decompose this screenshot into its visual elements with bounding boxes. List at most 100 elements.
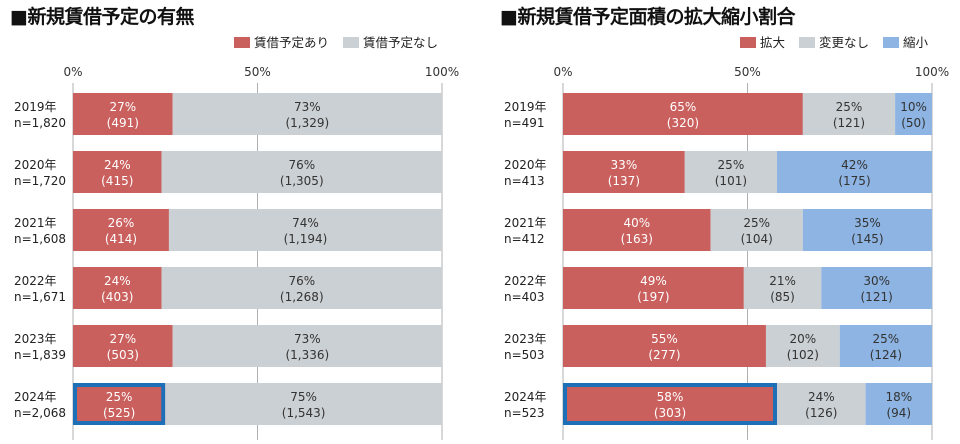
bar-count-label: (1,305) [280, 174, 324, 188]
row-n-label: n=491 [504, 116, 545, 130]
bar-segment [73, 93, 173, 135]
bar-count-label: (102) [787, 348, 819, 362]
bar-pct-label: 25% [743, 216, 770, 230]
row-n-label: n=1,820 [14, 116, 66, 130]
bar-segment [865, 383, 932, 425]
bar-pct-label: 24% [808, 390, 835, 404]
bar-segment [172, 325, 442, 367]
bar-segment [165, 383, 442, 425]
row-year-label: 2021年 [504, 216, 547, 230]
bar-count-label: (145) [851, 232, 883, 246]
bar-pct-label: 21% [769, 274, 796, 288]
bar-segment [73, 267, 162, 309]
stacked-bar-chart-right: 拡大 変更なし 縮小 0% 50% 100% 2019年 n=491 65% (320) 25% (1… [504, 35, 949, 440]
bar-segment [563, 209, 711, 251]
bar-count-label: (277) [648, 348, 680, 362]
bar-pct-label: 76% [288, 158, 315, 172]
bar-count-label: (94) [886, 406, 911, 420]
bar-pct-label: 24% [104, 158, 131, 172]
bar-segment [743, 267, 822, 309]
bar-count-label: (197) [637, 290, 669, 304]
chart-title: ■新規賃借予定の有無 [10, 6, 194, 28]
bar-pct-label: 35% [854, 216, 881, 230]
row-year-label: 2019年 [504, 100, 547, 114]
bar-segment [161, 267, 442, 309]
bar-count-label: (121) [833, 116, 865, 130]
row-year-label: 2023年 [504, 332, 547, 346]
x-tick-label: 100% [915, 65, 949, 79]
row-n-label: n=1,671 [14, 290, 66, 304]
bar-count-label: (137) [608, 174, 640, 188]
legend-label: 縮小 [903, 35, 929, 50]
row-n-label: n=503 [504, 348, 545, 362]
bar-count-label: (303) [654, 406, 686, 420]
bar-count-label: (85) [770, 290, 795, 304]
row-n-label: n=413 [504, 174, 545, 188]
x-tick-label: 0% [63, 65, 82, 79]
bar-pct-label: 58% [657, 390, 684, 404]
bar-pct-label: 73% [294, 100, 321, 114]
bar-segment [802, 93, 896, 135]
bar-pct-label: 40% [623, 216, 650, 230]
bar-count-label: (414) [105, 232, 137, 246]
row-year-label: 2019年 [14, 100, 57, 114]
left-chart-panel: ■新規賃借予定の有無 賃借予定あり 賃借予定なし 0% 50% 100% 2019年 n=1… [0, 0, 470, 444]
row-n-label: n=1,608 [14, 232, 66, 246]
bar-segment [684, 151, 778, 193]
row-n-label: n=1,720 [14, 174, 66, 188]
bar-segment [777, 383, 866, 425]
bar-segment [777, 151, 932, 193]
bar-count-label: (1,329) [285, 116, 329, 130]
bar-count-label: (1,336) [285, 348, 329, 362]
bar-pct-label: 73% [294, 332, 321, 346]
bar-pct-label: 27% [109, 332, 136, 346]
bar-pct-label: 25% [873, 332, 900, 346]
bar-pct-label: 75% [290, 390, 317, 404]
bar-pct-label: 42% [841, 158, 868, 172]
bar-pct-label: 74% [292, 216, 319, 230]
bar-segment [563, 93, 803, 135]
bar-count-label: (101) [715, 174, 747, 188]
row-year-label: 2024年 [504, 390, 547, 404]
bar-segment [73, 209, 169, 251]
bar-count-label: (50) [901, 116, 926, 130]
bar-pct-label: 25% [106, 390, 133, 404]
x-tick-label: 100% [425, 65, 459, 79]
bar-pct-label: 65% [670, 100, 697, 114]
bar-pct-label: 24% [104, 274, 131, 288]
x-tick-label: 0% [553, 65, 572, 79]
bar-segment [73, 325, 173, 367]
row-year-label: 2020年 [504, 158, 547, 172]
row-n-label: n=403 [504, 290, 545, 304]
bar-segment [821, 267, 932, 309]
bar-count-label: (320) [667, 116, 699, 130]
x-tick-label: 50% [244, 65, 271, 79]
legend-swatch [234, 37, 250, 48]
bar-segment [839, 325, 932, 367]
bar-segment [710, 209, 803, 251]
bar-pct-label: 27% [109, 100, 136, 114]
row-n-label: n=2,068 [14, 406, 66, 420]
row-year-label: 2020年 [14, 158, 57, 172]
bar-count-label: (525) [103, 406, 135, 420]
row-year-label: 2021年 [14, 216, 57, 230]
bar-pct-label: 26% [108, 216, 135, 230]
bar-segment [895, 93, 932, 135]
row-year-label: 2022年 [14, 274, 57, 288]
bar-pct-label: 55% [651, 332, 678, 346]
bar-pct-label: 20% [790, 332, 817, 346]
bar-count-label: (126) [805, 406, 837, 420]
row-n-label: n=1,839 [14, 348, 66, 362]
bar-pct-label: 76% [288, 274, 315, 288]
bar-segment [563, 267, 744, 309]
bar-count-label: (124) [870, 348, 902, 362]
legend-swatch [343, 37, 359, 48]
legend-label: 賃借予定なし [363, 35, 438, 50]
bar-pct-label: 10% [900, 100, 927, 114]
legend-label: 賃借予定あり [254, 35, 329, 50]
stacked-bar-chart-left: 賃借予定あり 賃借予定なし 0% 50% 100% 2019年 n=1,820 27% (491… [14, 35, 459, 440]
x-tick-label: 50% [734, 65, 761, 79]
bar-count-label: (104) [741, 232, 773, 246]
bar-segment [168, 209, 442, 251]
bar-count-label: (403) [101, 290, 133, 304]
